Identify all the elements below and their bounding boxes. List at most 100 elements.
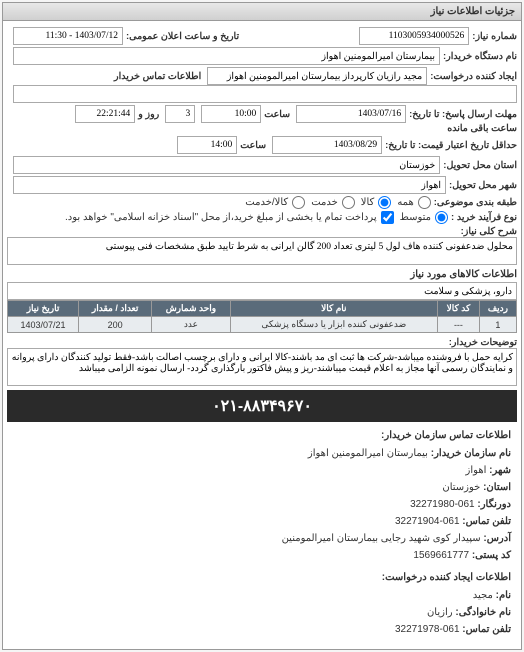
creator-first-label: نام:: [496, 590, 511, 601]
contact-province: استان: خوزستان: [13, 480, 511, 496]
goods-table: ردیفکد کالانام کالاواحد شمارشتعداد / مقد…: [7, 300, 517, 333]
creator-last-val: رازیان: [427, 607, 453, 618]
row-deadline: مهلت ارسال پاسخ: تا تاریخ: ساعت روز و سا…: [7, 105, 517, 134]
creator-first-val: مجید: [473, 590, 493, 601]
goods-cat-input[interactable]: [7, 282, 517, 300]
radio-all[interactable]: همه: [397, 196, 430, 209]
buyer-org-label: نام دستگاه خریدار:: [443, 51, 517, 62]
creator-first: نام: مجید: [13, 588, 511, 604]
contacts-block: اطلاعات تماس سازمان خریدار: نام سازمان خ…: [7, 422, 517, 645]
remaining-label: ساعت باقی مانده: [447, 123, 517, 134]
contact-fax-val: 061-32271980: [410, 499, 475, 510]
time-label-2: ساعت: [240, 140, 266, 151]
details-panel: جزئیات اطلاعات نیاز شماره نیاز: تاریخ و …: [2, 2, 522, 650]
ship-city-label: شهر محل تحویل:: [449, 180, 517, 191]
radio-goods[interactable]: کالا: [361, 196, 392, 209]
contact-post-val: 1569661777: [413, 550, 469, 561]
remaining-days-input: [165, 105, 195, 123]
contact-org: نام سازمان خریدار: بیمارستان امیرالمومنی…: [13, 446, 511, 462]
ship-city-input[interactable]: [13, 176, 446, 194]
goods-col-header: واحد شمارش: [152, 301, 230, 317]
row-need-desc: شرح کلی نیاز:: [7, 226, 517, 265]
radio-medium[interactable]: متوسط: [400, 211, 448, 224]
contact-addr-label: آدرس:: [483, 533, 511, 544]
ship-loc-input[interactable]: [13, 156, 440, 174]
goods-table-body: 1---ضدعفونی کننده ابزار یا دستگاه پزشکیع…: [8, 317, 517, 333]
contact-phone-val: 061-32271904: [395, 516, 460, 527]
deadline-date-input[interactable]: [296, 105, 406, 123]
radio-goods-label: کالا: [361, 197, 375, 208]
buyer-contact-input[interactable]: [13, 85, 517, 103]
radio-medium-input[interactable]: [435, 211, 448, 224]
table-cell: ضدعفونی کننده ابزار یا دستگاه پزشکی: [230, 317, 437, 333]
goods-col-header: نام کالا: [230, 301, 437, 317]
radio-service-label: خدمت: [311, 197, 338, 208]
table-row: 1---ضدعفونی کننده ابزار یا دستگاه پزشکیع…: [8, 317, 517, 333]
row-req-no: شماره نیاز: تاریخ و ساعت اعلان عمومی:: [7, 27, 517, 45]
radio-goods-service-input[interactable]: [292, 196, 305, 209]
row-buyer-org: نام دستگاه خریدار:: [7, 47, 517, 65]
row-valid: حداقل تاریخ اعتبار قیمت: تا تاریخ: ساعت: [7, 136, 517, 154]
panel-body: شماره نیاز: تاریخ و ساعت اعلان عمومی: نا…: [3, 21, 521, 649]
creator-phone: تلفن تماس: 061-32271978: [13, 622, 511, 638]
contact-post: کد پستی: 1569661777: [13, 548, 511, 564]
goods-col-header: ردیف: [479, 301, 516, 317]
row-buyer-notes: توضیحات خریدار:: [7, 337, 517, 386]
row-proc-type: نوع فرآیند خرید : متوسط پرداخت تمام یا ب…: [7, 211, 517, 224]
buyer-notes-textarea[interactable]: [7, 348, 517, 386]
goods-col-header: کد کالا: [438, 301, 480, 317]
subject-cat-label: طبقه بندی موضوعی:: [434, 197, 517, 208]
contacts-header: اطلاعات تماس سازمان خریدار:: [13, 428, 511, 444]
radio-goods-service[interactable]: کالا/خدمت: [245, 196, 305, 209]
buyer-notes-label: توضیحات خریدار:: [449, 337, 517, 348]
valid-label: حداقل تاریخ اعتبار قیمت: تا تاریخ:: [385, 140, 517, 151]
need-desc-textarea[interactable]: [7, 237, 517, 265]
contact-fax: دورنگار: 061-32271980: [13, 497, 511, 513]
creator-input[interactable]: [207, 67, 427, 85]
contact-city-val: اهواز: [466, 465, 487, 476]
proc-type-label: نوع فرآیند خرید :: [451, 212, 517, 223]
chk-proc-note[interactable]: پرداخت تمام یا بخشی از مبلغ خرید،از محل …: [65, 211, 394, 224]
ship-loc-label: استان محل تحویل:: [443, 160, 517, 171]
remaining-time-input: [75, 105, 135, 123]
radio-goods-input[interactable]: [378, 196, 391, 209]
creator-phone-label: تلفن تماس:: [462, 624, 511, 635]
contact-city-label: شهر:: [489, 465, 511, 476]
contact-addr-val: سپیدار کوی شهید رجایی بیمارستان امیرالمو…: [282, 533, 481, 544]
buyer-contact-label: اطلاعات تماس خریدار: [114, 71, 201, 82]
buyer-org-input[interactable]: [13, 47, 440, 65]
row-creator: ایجاد کننده درخواست: اطلاعات تماس خریدار: [7, 67, 517, 103]
chk-proc-note-input[interactable]: [381, 211, 394, 224]
pub-dt-input[interactable]: [13, 27, 123, 45]
table-cell: 1403/07/21: [8, 317, 79, 333]
valid-time-input[interactable]: [177, 136, 237, 154]
creator-last-label: نام خانوادگی:: [455, 607, 511, 618]
goods-table-head: ردیفکد کالانام کالاواحد شمارشتعداد / مقد…: [8, 301, 517, 317]
creator-phone-val: 061-32271978: [395, 624, 460, 635]
deadline-label: مهلت ارسال پاسخ: تا تاریخ:: [409, 109, 517, 120]
row-subject-cat: طبقه بندی موضوعی: همه کالا خدمت کالا/خدم…: [7, 196, 517, 209]
req-no-input[interactable]: [359, 27, 469, 45]
valid-date-input[interactable]: [272, 136, 382, 154]
proc-note-text: پرداخت تمام یا بخشی از مبلغ خرید،از محل …: [65, 212, 377, 223]
pub-dt-label: تاریخ و ساعت اعلان عمومی:: [126, 31, 239, 42]
contact-fax-label: دورنگار:: [477, 499, 511, 510]
time-label-1: ساعت: [264, 109, 290, 120]
goods-col-header: تعداد / مقدار: [79, 301, 152, 317]
table-cell: 1: [479, 317, 516, 333]
contact-phone: تلفن تماس: 061-32271904: [13, 514, 511, 530]
row-ship-city: شهر محل تحویل:: [7, 176, 517, 194]
need-desc-label: شرح کلی نیاز:: [461, 226, 517, 237]
radio-all-input[interactable]: [418, 196, 431, 209]
radio-service-input[interactable]: [342, 196, 355, 209]
deadline-time-input[interactable]: [201, 105, 261, 123]
goods-info-title: اطلاعات کالاهای مورد نیاز: [7, 269, 517, 280]
contact-city: شهر: اهواز: [13, 463, 511, 479]
radio-service[interactable]: خدمت: [311, 196, 355, 209]
radio-medium-label: متوسط: [400, 212, 431, 223]
contact-addr: آدرس: سپیدار کوی شهید رجایی بیمارستان ام…: [13, 531, 511, 547]
row-ship-loc: استان محل تحویل:: [7, 156, 517, 174]
panel-title: جزئیات اطلاعات نیاز: [3, 3, 521, 21]
radio-goods-service-label: کالا/خدمت: [245, 197, 288, 208]
contact-province-label: استان:: [483, 482, 511, 493]
